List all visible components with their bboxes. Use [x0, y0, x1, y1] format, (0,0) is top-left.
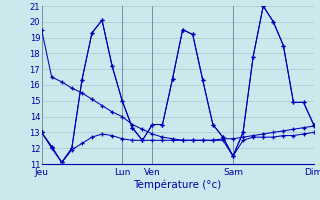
X-axis label: Température (°c): Température (°c)	[133, 180, 222, 190]
